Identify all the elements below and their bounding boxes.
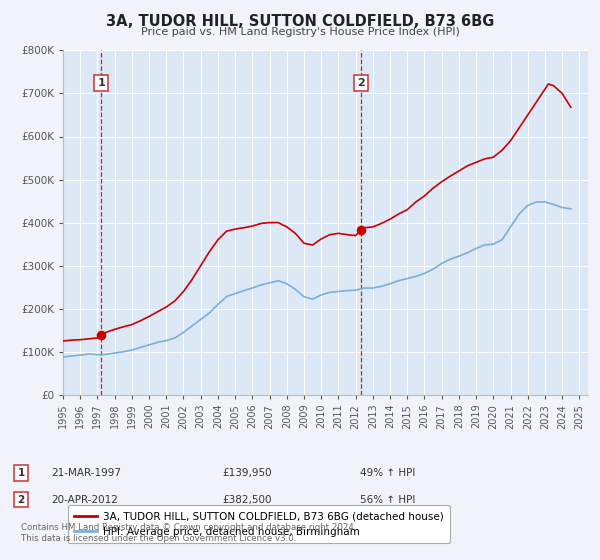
- Point: [97, 330, 106, 339]
- Text: 21-MAR-1997: 21-MAR-1997: [51, 468, 121, 478]
- Text: 3A, TUDOR HILL, SUTTON COLDFIELD, B73 6BG: 3A, TUDOR HILL, SUTTON COLDFIELD, B73 6B…: [106, 14, 494, 29]
- Text: Contains HM Land Registry data © Crown copyright and database right 2024.: Contains HM Land Registry data © Crown c…: [21, 523, 356, 532]
- Text: 1: 1: [97, 78, 105, 88]
- Text: 20-APR-2012: 20-APR-2012: [51, 494, 118, 505]
- Text: 2: 2: [17, 494, 25, 505]
- Text: 2: 2: [357, 78, 365, 88]
- Text: 49% ↑ HPI: 49% ↑ HPI: [360, 468, 415, 478]
- Text: 1: 1: [17, 468, 25, 478]
- Text: 56% ↑ HPI: 56% ↑ HPI: [360, 494, 415, 505]
- Legend: 3A, TUDOR HILL, SUTTON COLDFIELD, B73 6BG (detached house), HPI: Average price, : 3A, TUDOR HILL, SUTTON COLDFIELD, B73 6B…: [68, 505, 449, 543]
- Text: £139,950: £139,950: [222, 468, 272, 478]
- Text: £382,500: £382,500: [222, 494, 271, 505]
- Text: Price paid vs. HM Land Registry's House Price Index (HPI): Price paid vs. HM Land Registry's House …: [140, 27, 460, 37]
- Point: [356, 226, 365, 235]
- Text: This data is licensed under the Open Government Licence v3.0.: This data is licensed under the Open Gov…: [21, 534, 296, 543]
